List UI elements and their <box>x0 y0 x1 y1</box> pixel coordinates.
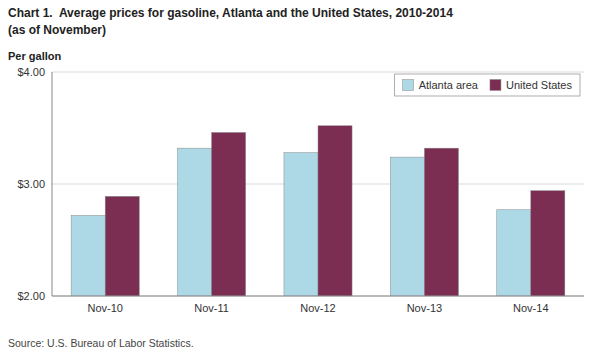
subtitle: (as of November) <box>8 23 106 37</box>
legend-label: United States <box>506 79 573 91</box>
chart: Chart 1. Average prices for gasoline, At… <box>0 0 596 355</box>
grid-line <box>52 72 584 73</box>
y-tick-label: $3.00 <box>17 178 45 190</box>
x-tick-label: Nov-13 <box>407 302 442 314</box>
legend-swatch <box>403 80 414 91</box>
x-tick-label: Nov-12 <box>300 302 335 314</box>
legend: Atlanta area United States <box>395 74 580 96</box>
y-axis <box>52 72 53 296</box>
bar <box>497 210 531 296</box>
legend-swatch <box>490 80 501 91</box>
x-tick-label: Nov-14 <box>513 302 548 314</box>
x-axis <box>52 296 584 297</box>
y-axis-label: Per gallon <box>8 50 61 62</box>
bar <box>424 148 458 296</box>
legend-label: Atlanta area <box>419 79 479 91</box>
bar <box>318 126 352 296</box>
bar <box>531 191 565 296</box>
bar <box>284 153 318 296</box>
bar <box>390 157 424 296</box>
bars <box>71 126 565 296</box>
x-tick-label: Nov-10 <box>87 302 122 314</box>
grid-line <box>52 296 584 297</box>
bar <box>178 148 212 296</box>
legend-box <box>395 74 580 96</box>
bar <box>212 132 246 296</box>
y-tick-label: $4.00 <box>17 66 45 78</box>
y-tick-label: $2.00 <box>17 290 45 302</box>
x-tick-label: Nov-11 <box>194 302 229 314</box>
annotation: Source: U.S. Bureau of Labor Statistics. <box>8 337 194 349</box>
title: Chart 1. Average prices for gasoline, At… <box>8 6 453 20</box>
bar <box>105 196 139 296</box>
bar <box>71 215 105 296</box>
